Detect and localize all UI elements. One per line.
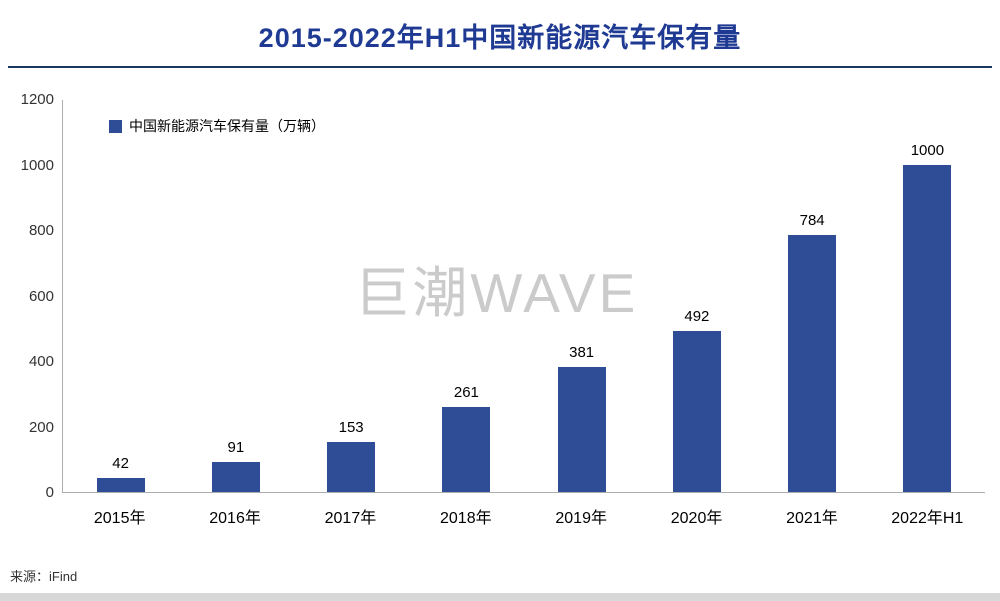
y-tick-label: 200 xyxy=(28,418,54,436)
watermark: 巨潮WAVE xyxy=(354,262,639,325)
bar-slot: 492 xyxy=(639,100,754,492)
bars-row: 42 91 153 261 381 492 784 1000 xyxy=(63,100,985,492)
x-tick-label: 2019年 xyxy=(555,510,607,527)
bottom-strip xyxy=(0,593,1000,601)
plot-area: 巨潮WAVE 42 91 153 261 381 492 784 1000 中国新能源汽车保有… xyxy=(62,100,985,493)
y-tick-label: 0 xyxy=(45,484,54,501)
bar-slot: 1000 xyxy=(870,100,985,492)
bar-value-label: 261 xyxy=(453,383,479,401)
legend: 中国新能源汽车保有量（万辆） xyxy=(109,116,325,136)
x-tick-label: 2021年 xyxy=(786,510,838,527)
x-tick-label: 2017年 xyxy=(324,510,377,527)
bar-value-label: 1000 xyxy=(910,141,945,159)
bar-value-label: 784 xyxy=(799,212,825,230)
y-axis: 0 200 400 600 800 1000 1200 xyxy=(0,91,54,501)
y-tick-label: 600 xyxy=(28,287,54,305)
bar-slot: 381 xyxy=(524,100,639,492)
x-tick-label: 2015年 xyxy=(93,510,146,527)
bar-value-label: 492 xyxy=(684,307,710,325)
bar xyxy=(96,478,145,492)
y-tick-label: 800 xyxy=(28,222,54,239)
x-tick-label: 2022年H1 xyxy=(891,510,964,527)
source-text: 来源：iFind xyxy=(10,569,78,584)
y-tick-label: 400 xyxy=(28,353,54,370)
y-tick-label: 1200 xyxy=(20,91,54,108)
bar-slot: 42 xyxy=(63,100,178,492)
bar xyxy=(788,235,837,492)
bar-slot: 91 xyxy=(178,100,293,492)
x-tick-label: 2018年 xyxy=(440,510,492,527)
bar xyxy=(442,406,491,492)
x-tick-label: 2020年 xyxy=(670,510,723,527)
bar-value-label: 381 xyxy=(569,344,595,362)
bar-value-label: 91 xyxy=(227,439,245,457)
x-tick-label: 2016年 xyxy=(209,510,261,527)
title-divider xyxy=(8,66,992,68)
bar-slot: 153 xyxy=(294,100,409,492)
bar xyxy=(672,330,721,492)
bar xyxy=(327,441,376,492)
legend-label: 中国新能源汽车保有量（万辆） xyxy=(129,118,325,134)
bar-value-label: 153 xyxy=(338,418,364,436)
bar-slot: 261 xyxy=(409,100,524,492)
bar-value-label: 42 xyxy=(112,455,129,473)
bar xyxy=(211,462,260,492)
y-tick-label: 1000 xyxy=(20,156,54,174)
x-axis: 2015年 2016年 2017年 2018年 2019年 2020年 2021年 2022年… xyxy=(62,494,985,528)
bar xyxy=(903,164,952,492)
chart-title: 2015-2022年H1中国新能源汽车保有量 xyxy=(258,23,742,53)
bar xyxy=(557,367,606,492)
bar-slot: 784 xyxy=(755,100,870,492)
legend-swatch-icon xyxy=(109,119,122,133)
